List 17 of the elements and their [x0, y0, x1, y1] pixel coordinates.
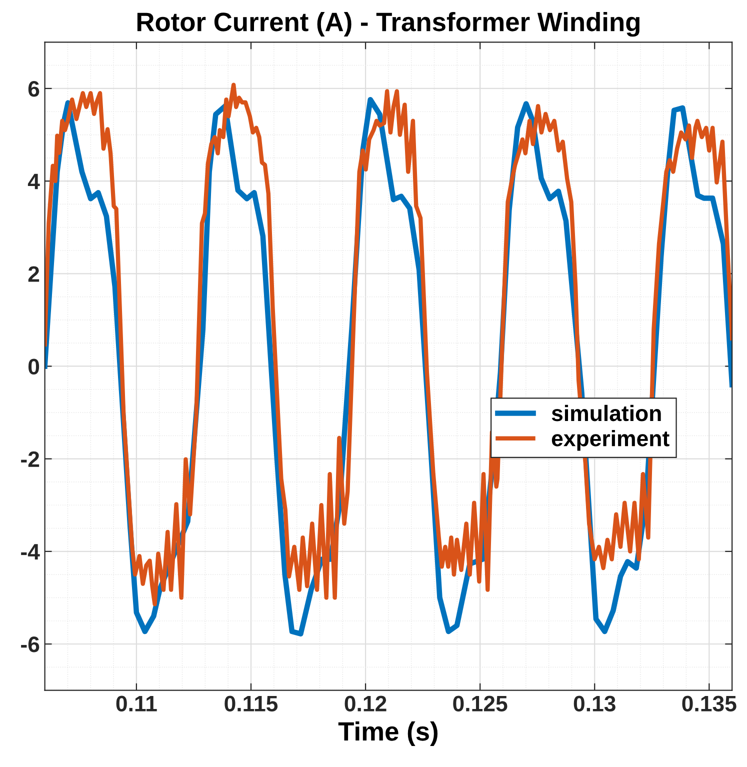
x-tick-label: 0.12 [344, 696, 386, 712]
y-tick-label: 4 [28, 174, 40, 190]
legend-label: experiment [552, 430, 670, 451]
x-tick-label: 0.11 [116, 696, 157, 712]
y-tick-label: 2 [28, 266, 40, 282]
x-tick-label: 0.13 [574, 696, 616, 712]
x-tick-label: 0.115 [224, 696, 278, 712]
legend-label: simulation [552, 404, 661, 422]
y-tick-label: 0 [28, 358, 40, 375]
x-axis-title: Time (s) [338, 721, 438, 746]
y-tick-label: -4 [21, 544, 40, 560]
y-tick-label: 6 [28, 81, 40, 97]
x-tick-label: 0.125 [453, 696, 508, 712]
chart-title: Rotor Current (A) - Transformer Winding [137, 12, 640, 37]
y-tick-label: -6 [21, 636, 40, 652]
y-tick-label: -2 [21, 451, 40, 467]
x-tick-label: 0.135 [682, 696, 736, 712]
